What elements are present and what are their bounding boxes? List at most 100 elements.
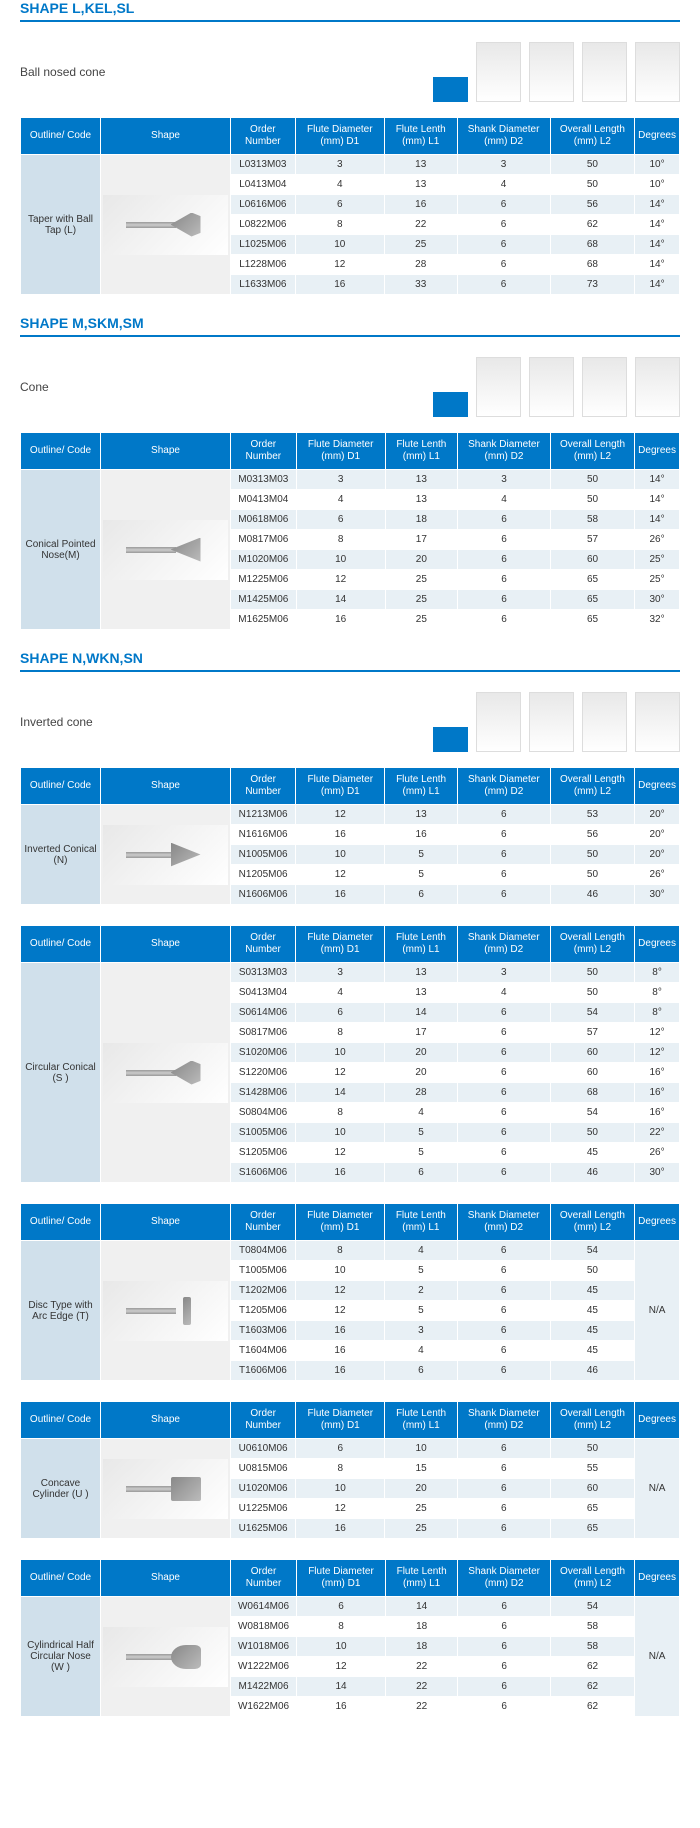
data-cell: 5 xyxy=(385,845,458,865)
data-cell: 28 xyxy=(385,1083,458,1103)
data-cell: 33 xyxy=(384,275,457,295)
degrees-cell: 8° xyxy=(635,963,680,983)
data-cell: 16 xyxy=(295,1361,384,1381)
data-cell: 14 xyxy=(297,1677,386,1697)
data-cell: 6 xyxy=(457,215,550,235)
data-cell: 6 xyxy=(458,530,551,550)
data-cell: 16 xyxy=(384,195,457,215)
data-cell: 4 xyxy=(458,490,551,510)
data-cell: 12 xyxy=(295,1281,384,1301)
data-cell: T0804M06 xyxy=(231,1241,296,1261)
data-cell: N1616M06 xyxy=(231,825,296,845)
data-cell: 6 xyxy=(385,885,458,905)
data-cell: 3 xyxy=(457,155,550,175)
table-header: Degrees xyxy=(635,118,680,155)
data-cell: 6 xyxy=(458,550,551,570)
data-cell: 45 xyxy=(550,1341,634,1361)
degrees-cell: 20° xyxy=(635,825,680,845)
data-cell: 6 xyxy=(457,1043,550,1063)
spec-section: Outline/ CodeShapeOrder NumberFlute Diam… xyxy=(0,1401,700,1539)
data-cell: U1225M06 xyxy=(231,1499,296,1519)
spec-section: SHAPE L,KEL,SLBall nosed coneOutline/ Co… xyxy=(0,0,700,295)
data-cell: 6 xyxy=(457,1439,550,1459)
data-cell: W1222M06 xyxy=(231,1657,297,1677)
data-cell: 6 xyxy=(457,1163,550,1183)
data-cell: U1020M06 xyxy=(231,1479,296,1499)
data-cell: 17 xyxy=(385,1023,458,1043)
table-header: Outline/ Code xyxy=(21,1560,101,1597)
spec-section: SHAPE N,WKN,SNInverted coneOutline/ Code… xyxy=(0,650,700,905)
shape-preview-icon xyxy=(582,692,627,752)
data-cell: 6 xyxy=(295,195,384,215)
data-cell: 10 xyxy=(385,1439,458,1459)
data-cell: 12 xyxy=(296,865,385,885)
subtitle-row: Cone xyxy=(20,352,680,422)
data-cell: 62 xyxy=(550,1697,634,1717)
data-cell: 6 xyxy=(457,235,550,255)
shape-preview-images xyxy=(433,357,680,417)
data-cell: 4 xyxy=(296,983,385,1003)
table-header: Shank Diameter (mm) D2 xyxy=(457,926,550,963)
data-cell: 54 xyxy=(550,1241,634,1261)
data-cell: 6 xyxy=(457,1321,550,1341)
table-header: Shape xyxy=(101,926,231,963)
degrees-cell: 12° xyxy=(635,1023,680,1043)
data-cell: M1625M06 xyxy=(231,610,297,630)
table-header: Overall Length (mm) L2 xyxy=(550,118,635,155)
shape-image-cell xyxy=(101,963,231,1183)
data-cell: 2 xyxy=(385,1281,458,1301)
table-header: Flute Diameter (mm) D1 xyxy=(295,118,384,155)
data-cell: S1005M06 xyxy=(231,1123,296,1143)
data-cell: 13 xyxy=(385,805,458,825)
data-cell: 6 xyxy=(458,1697,551,1717)
data-cell: L1025M06 xyxy=(231,235,296,255)
data-cell: 20 xyxy=(385,1063,458,1083)
data-cell: 50 xyxy=(550,1261,634,1281)
degrees-cell: 14° xyxy=(635,470,680,490)
data-cell: 20 xyxy=(385,1043,458,1063)
data-cell: 18 xyxy=(385,510,457,530)
subtitle-row: Ball nosed cone xyxy=(20,37,680,107)
data-cell: 6 xyxy=(385,1361,458,1381)
table-header: Shape xyxy=(101,1560,231,1597)
data-cell: 56 xyxy=(550,195,635,215)
degrees-cell: N/A xyxy=(635,1241,680,1381)
section-subtitle: Inverted cone xyxy=(20,715,93,729)
data-cell: 25 xyxy=(385,610,457,630)
data-cell: 65 xyxy=(550,1519,634,1539)
data-cell: 54 xyxy=(550,1103,634,1123)
data-cell: 10 xyxy=(296,845,385,865)
table-row: Taper with Ball Tap (L)L0313M0331335010° xyxy=(21,155,680,175)
data-cell: 15 xyxy=(385,1459,458,1479)
data-cell: 18 xyxy=(385,1637,457,1657)
data-cell: 10 xyxy=(296,1043,385,1063)
data-cell: 65 xyxy=(550,610,634,630)
data-cell: 6 xyxy=(458,1637,551,1657)
data-cell: 50 xyxy=(550,983,634,1003)
degrees-cell: 12° xyxy=(635,1043,680,1063)
data-cell: 25 xyxy=(385,1499,458,1519)
data-cell: 22 xyxy=(385,1677,457,1697)
spec-section: Outline/ CodeShapeOrder NumberFlute Diam… xyxy=(0,1203,700,1381)
data-cell: L0616M06 xyxy=(231,195,296,215)
shape-preview-icon xyxy=(529,357,574,417)
outline-cell: Disc Type with Arc Edge (T) xyxy=(21,1241,101,1381)
data-cell: U0815M06 xyxy=(231,1459,296,1479)
section-title: SHAPE M,SKM,SM xyxy=(20,315,680,337)
burr-image xyxy=(103,1043,228,1103)
shape-preview-icon xyxy=(582,357,627,417)
data-cell: 16 xyxy=(296,825,385,845)
data-cell: 56 xyxy=(550,825,634,845)
spec-table: Outline/ CodeShapeOrder NumberFlute Diam… xyxy=(20,117,680,295)
table-header: Overall Length (mm) L2 xyxy=(550,1204,634,1241)
data-cell: 6 xyxy=(457,1281,550,1301)
data-cell: T1604M06 xyxy=(231,1341,296,1361)
data-cell: 46 xyxy=(550,1163,634,1183)
table-header: Degrees xyxy=(635,1402,680,1439)
data-cell: 16 xyxy=(297,1697,386,1717)
table-header: Degrees xyxy=(635,433,680,470)
table-header: Shank Diameter (mm) D2 xyxy=(458,1560,551,1597)
data-cell: 5 xyxy=(385,1301,458,1321)
table-header: Outline/ Code xyxy=(21,118,101,155)
data-cell: L1633M06 xyxy=(231,275,296,295)
